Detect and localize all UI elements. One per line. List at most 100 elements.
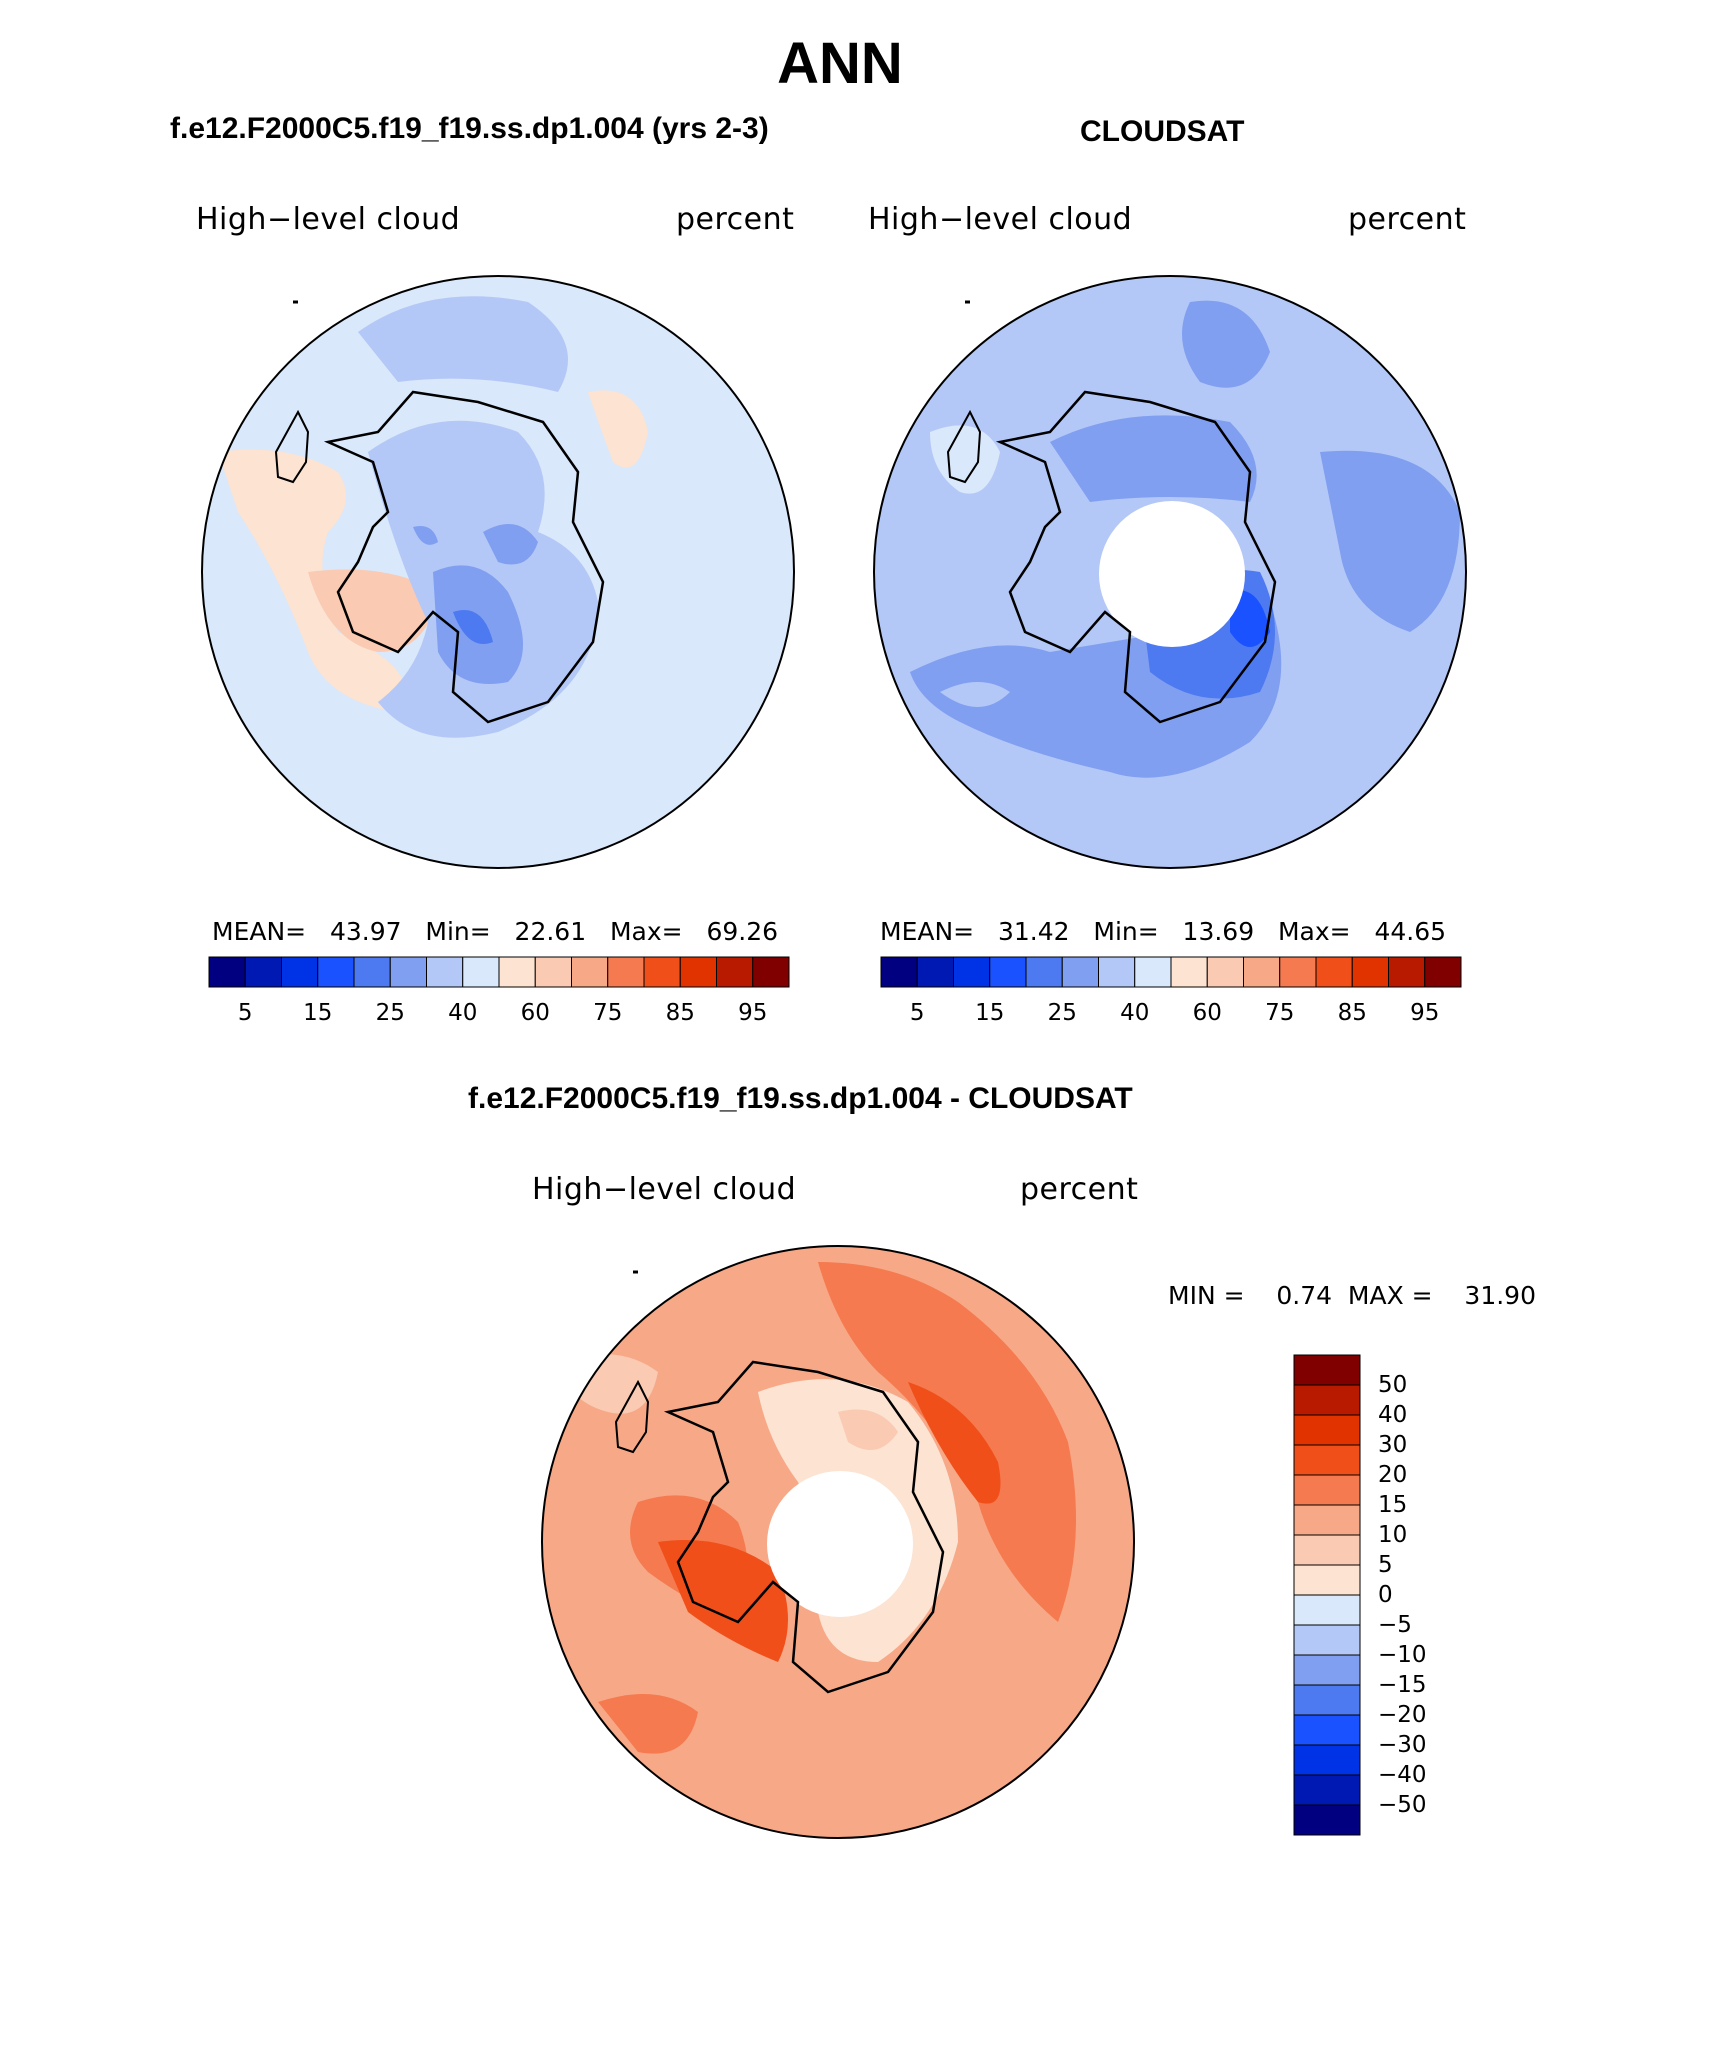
model-colorbar-tick-label: 60 xyxy=(520,1000,550,1026)
obs-colorbar-tick-label: 15 xyxy=(975,1000,1005,1026)
obs-colorbar xyxy=(880,956,1462,988)
diff-peninsula-coast xyxy=(614,1379,650,1454)
model-colorbar-swatch xyxy=(752,956,790,988)
diff-map xyxy=(541,1245,1135,1839)
obs-colorbar-tick-label: 40 xyxy=(1120,1000,1150,1026)
diff-colorbar-tick-label: −40 xyxy=(1378,1762,1427,1788)
diff-colorbar-tick-label: 0 xyxy=(1378,1582,1393,1608)
diff-colorbar xyxy=(1293,1354,1361,1836)
obs-map-boundary xyxy=(873,275,1467,869)
diff-colorbar-tick-label: −50 xyxy=(1378,1792,1427,1818)
obs-colorbar-swatch xyxy=(1315,956,1353,988)
model-colorbar-swatch xyxy=(607,956,645,988)
diff-colorbar-swatch xyxy=(1293,1804,1361,1836)
diff-colorbar-swatch xyxy=(1293,1564,1361,1596)
model-colorbar-tick-label: 5 xyxy=(237,1000,253,1026)
obs-variable-label: High−level cloud xyxy=(868,202,1133,237)
obs-min-value: 13.69 xyxy=(1182,917,1255,946)
obs-colorbar-ticks: 5 15 25 40 60 75 85 95 xyxy=(880,1000,1462,1030)
obs-colorbar-tick-label: 75 xyxy=(1265,1000,1295,1026)
diff-colorbar-tick-label: 5 xyxy=(1378,1552,1393,1578)
model-max-label: Max= xyxy=(609,917,683,946)
diff-max-value: 31.90 xyxy=(1464,1281,1536,1310)
model-colorbar-tick-label: 40 xyxy=(448,1000,478,1026)
model-colorbar-swatch xyxy=(244,956,282,988)
diff-colorbar-tick-label: −20 xyxy=(1378,1702,1427,1728)
diff-min-label: MIN = xyxy=(1168,1281,1245,1310)
obs-colorbar-tick-label: 95 xyxy=(1410,1000,1440,1026)
model-colorbar-swatch xyxy=(389,956,427,988)
diff-colorbar-swatch xyxy=(1293,1594,1361,1626)
obs-colorbar-swatch xyxy=(1170,956,1208,988)
obs-contour-plateau xyxy=(1050,415,1257,502)
obs-colorbar-swatch xyxy=(1388,956,1426,988)
diff-colorbar-swatch xyxy=(1293,1444,1361,1476)
model-colorbar-swatch xyxy=(281,956,319,988)
diff-units-label: percent xyxy=(1020,1172,1139,1207)
diff-missing-data-pole xyxy=(767,1471,913,1617)
model-colorbar-swatch xyxy=(643,956,681,988)
obs-colorbar-swatch xyxy=(1025,956,1063,988)
diff-antarctica-coastline xyxy=(663,1360,945,1694)
diff-colorbar-ticks: 50 40 30 20 15 10 5 0 −5 −10 −15 −20 −30 −40 −50 xyxy=(1372,1354,1492,1836)
diff-colorbar-tick-label: 10 xyxy=(1378,1522,1408,1548)
diff-contour-west-light xyxy=(558,1354,658,1414)
obs-peninsula-coast xyxy=(946,409,982,484)
diff-stats: MIN = 0.74 MAX = 31.90 xyxy=(1168,1281,1536,1310)
diff-colorbar-swatch xyxy=(1293,1714,1361,1746)
obs-colorbar-swatch xyxy=(916,956,954,988)
diff-colorbar-tick-label: 40 xyxy=(1378,1402,1408,1428)
diff-contour-east-hot xyxy=(908,1382,1001,1504)
obs-colorbar-swatch xyxy=(953,956,991,988)
obs-mean-label: MEAN= xyxy=(880,917,975,946)
obs-colorbar-swatch xyxy=(1351,956,1389,988)
model-colorbar-swatch xyxy=(208,956,246,988)
diff-colorbar-tick-label: 15 xyxy=(1378,1492,1408,1518)
model-min-label: Min= xyxy=(425,917,491,946)
obs-contour-peninsula-light xyxy=(930,425,1000,494)
diff-colorbar-tick-label: −30 xyxy=(1378,1732,1427,1758)
model-colorbar-tick-label: 85 xyxy=(665,1000,695,1026)
obs-colorbar-swatch xyxy=(989,956,1027,988)
model-units-label: percent xyxy=(676,202,795,237)
obs-contour-deep-2 xyxy=(1230,590,1270,647)
obs-map xyxy=(873,275,1467,869)
obs-units-label: percent xyxy=(1348,202,1467,237)
model-colorbar-swatch xyxy=(426,956,464,988)
diff-colorbar-swatch xyxy=(1293,1624,1361,1656)
model-peninsula-coast xyxy=(274,409,310,484)
diff-colorbar-tick-label: 50 xyxy=(1378,1372,1408,1398)
model-contour-cold-3 xyxy=(453,610,493,644)
model-colorbar-tick-label: 25 xyxy=(375,1000,405,1026)
diff-colorbar-tick-label: −15 xyxy=(1378,1672,1427,1698)
diff-variable-label: High−level cloud xyxy=(532,1172,797,1207)
model-colorbar-swatch xyxy=(462,956,500,988)
obs-panel-title: CLOUDSAT xyxy=(1080,115,1245,148)
diff-colorbar-swatch xyxy=(1293,1774,1361,1806)
obs-colorbar-swatch xyxy=(1206,956,1244,988)
obs-contour-ring-light xyxy=(940,682,1010,707)
model-contour-cold-4 xyxy=(413,526,438,545)
model-min-value: 22.61 xyxy=(514,917,587,946)
obs-colorbar-swatch xyxy=(1134,956,1172,988)
model-colorbar-tick-label: 95 xyxy=(738,1000,768,1026)
model-colorbar-swatch xyxy=(716,956,754,988)
model-colorbar-ticks: 5 15 25 40 60 75 85 95 xyxy=(208,1000,790,1030)
diff-colorbar-swatch xyxy=(1293,1684,1361,1716)
diff-colorbar-tick-label: −10 xyxy=(1378,1642,1427,1668)
diff-contour-ross-hot xyxy=(658,1540,788,1662)
model-colorbar xyxy=(208,956,790,988)
obs-mean-value: 31.42 xyxy=(997,917,1070,946)
model-colorbar-tick-label: 15 xyxy=(303,1000,333,1026)
diff-colorbar-swatch xyxy=(1293,1654,1361,1686)
obs-colorbar-tick-label: 25 xyxy=(1047,1000,1077,1026)
obs-colorbar-tick-label: 60 xyxy=(1192,1000,1222,1026)
obs-colorbar-swatch xyxy=(1061,956,1099,988)
model-colorbar-swatch xyxy=(679,956,717,988)
model-map-boundary xyxy=(201,275,795,869)
obs-contour-east-cold xyxy=(1320,450,1460,632)
obs-max-label: Max= xyxy=(1277,917,1351,946)
obs-colorbar-tick-label: 5 xyxy=(909,1000,925,1026)
model-map xyxy=(201,275,795,869)
model-variable-label: High−level cloud xyxy=(196,202,461,237)
